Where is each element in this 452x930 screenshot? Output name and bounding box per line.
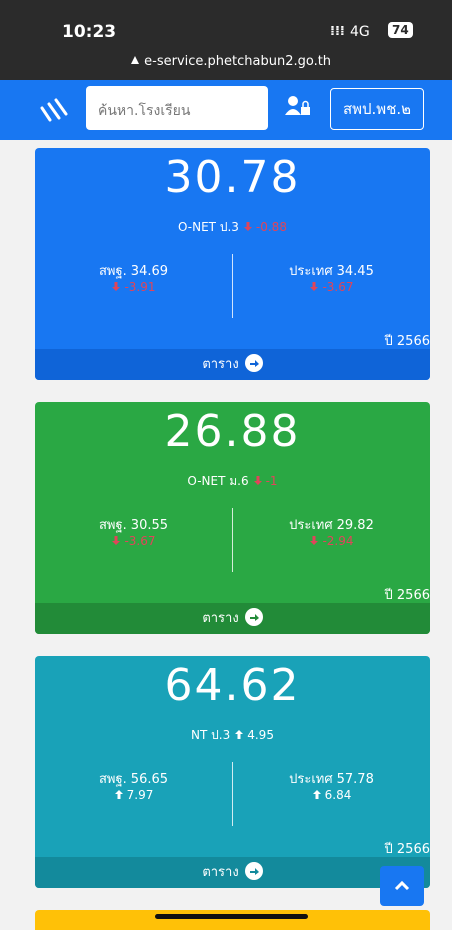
subject-row: NT ป.3 4.95	[35, 726, 430, 745]
table-link-text: ตาราง	[202, 357, 238, 372]
down-arrow-icon	[111, 281, 121, 292]
subject-row: O-NET ม.6 -1	[35, 472, 430, 491]
left-score-row: สพฐ. 34.69	[35, 260, 232, 281]
subject-change: -1	[266, 474, 278, 488]
page: 10:23 ⁞⁞⁞ 4G 74 e-service.phetchabun2.go…	[0, 0, 452, 927]
subject: NT ป.3	[191, 728, 230, 742]
left-score-row: สพฐ. 56.65	[35, 768, 232, 789]
left-score: 34.69	[131, 264, 168, 279]
url-text: e-service.phetchabun2.go.th	[144, 54, 331, 69]
up-arrow-icon	[114, 789, 124, 800]
right-score: 29.82	[337, 518, 374, 533]
subject: O-NET ป.3	[178, 220, 239, 234]
right-change: 6.84	[325, 788, 352, 802]
right-change-row: -2.94	[233, 534, 430, 548]
circle-arrow-icon	[245, 862, 263, 880]
down-arrow-icon	[253, 475, 263, 486]
left-score: 30.55	[131, 518, 168, 533]
left-change: 7.97	[127, 788, 154, 802]
score: 30.78	[35, 152, 430, 203]
down-arrow-icon	[111, 535, 121, 546]
table-link[interactable]: ตาราง	[35, 857, 430, 888]
subject-change: -0.88	[256, 220, 287, 234]
right-change: -3.67	[322, 280, 353, 294]
nav-bar: ค้นหา.โรงเรียน สพป.พช.๒	[0, 80, 452, 140]
right-change-row: 6.84	[233, 788, 430, 802]
right-score: 34.45	[337, 264, 374, 279]
lock-icon	[130, 55, 140, 65]
table-link[interactable]: ตาราง	[35, 349, 430, 380]
left-change-row: -3.67	[35, 534, 232, 548]
right-label: ประเทศ	[289, 264, 332, 279]
circle-arrow-icon	[245, 354, 263, 372]
search-box[interactable]: ค้นหา.โรงเรียน	[86, 86, 268, 130]
right-label: ประเทศ	[289, 772, 332, 787]
signal-icon: ⁞⁞⁞	[330, 24, 345, 39]
network: 4G	[350, 24, 370, 40]
up-arrow-icon	[234, 729, 244, 740]
left-change: -3.91	[124, 280, 155, 294]
divider	[232, 254, 233, 318]
right-score-row: ประเทศ 57.78	[233, 768, 430, 789]
search-placeholder: ค้นหา.โรงเรียน	[98, 100, 190, 122]
score-card: 26.88 O-NET ม.6 -1 สพฐ. 30.55-3.67 ประเทศ 29.8…	[35, 402, 430, 634]
down-arrow-icon	[309, 535, 319, 546]
table-link[interactable]: ตาราง	[35, 603, 430, 634]
left-label: สพฐ.	[99, 518, 127, 533]
right-score: 57.78	[337, 772, 374, 787]
table-link-text: ตาราง	[202, 865, 238, 880]
left-score-row: สพฐ. 30.55	[35, 514, 232, 535]
table-link-text: ตาราง	[202, 611, 238, 626]
left-score: 56.65	[131, 772, 168, 787]
score: 26.88	[35, 406, 430, 457]
url[interactable]: e-service.phetchabun2.go.th	[130, 54, 331, 69]
divider	[232, 762, 233, 826]
battery: 74	[388, 22, 413, 38]
subject: O-NET ม.6	[187, 474, 248, 488]
score-card: 30.78 O-NET ป.3 -0.88 สพฐ. 34.69-3.91 ประเทศ 3…	[35, 148, 430, 380]
subject-row: O-NET ป.3 -0.88	[35, 218, 430, 237]
left-label: สพฐ.	[99, 264, 127, 279]
subject-change: 4.95	[247, 728, 274, 742]
up-arrow-icon	[312, 789, 322, 800]
right-label: ประเทศ	[289, 518, 332, 533]
left-change-row: -3.91	[35, 280, 232, 294]
year: ปี 2566	[385, 584, 430, 605]
area-button[interactable]: สพป.พช.๒	[330, 88, 424, 130]
circle-arrow-icon	[245, 608, 263, 626]
year: ปี 2566	[385, 838, 430, 859]
right-change: -2.94	[322, 534, 353, 548]
scroll-top-button[interactable]	[380, 866, 424, 906]
status-bar: 10:23 ⁞⁞⁞ 4G 74 e-service.phetchabun2.go…	[0, 0, 452, 80]
down-arrow-icon	[243, 221, 253, 232]
divider	[232, 508, 233, 572]
down-arrow-icon	[309, 281, 319, 292]
chevron-up-icon	[380, 866, 424, 906]
left-label: สพฐ.	[99, 772, 127, 787]
right-score-row: ประเทศ 34.45	[233, 260, 430, 281]
left-change: -3.67	[124, 534, 155, 548]
time: 10:23	[62, 22, 116, 42]
score: 64.62	[35, 660, 430, 711]
year: ปี 2566	[385, 330, 430, 351]
menu-icon[interactable]	[38, 96, 68, 126]
right-score-row: ประเทศ 29.82	[233, 514, 430, 535]
user-lock-icon[interactable]	[284, 94, 312, 118]
left-change-row: 7.97	[35, 788, 232, 802]
next-card	[35, 910, 430, 930]
right-change-row: -3.67	[233, 280, 430, 294]
home-indicator	[155, 914, 308, 919]
